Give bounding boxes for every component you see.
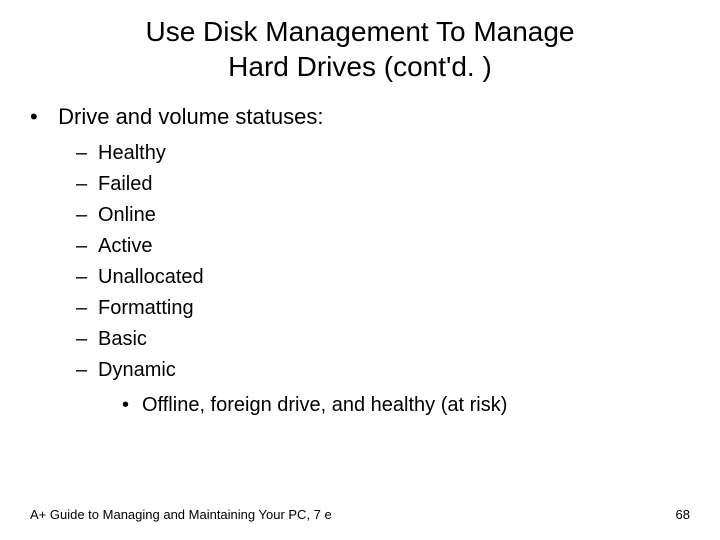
list-item-label: Unallocated (98, 266, 204, 288)
bullet-list-level2: Healthy Failed Online Active Unallocated… (30, 138, 690, 421)
title-line-1: Use Disk Management To Manage (145, 16, 574, 47)
list-item-label: Active (98, 235, 152, 257)
list-item: Healthy (76, 138, 690, 169)
list-item: Active (76, 231, 690, 262)
footer-left: A+ Guide to Managing and Maintaining You… (30, 507, 332, 522)
list-item: Unallocated (76, 262, 690, 293)
slide-title: Use Disk Management To Manage Hard Drive… (0, 0, 720, 84)
list-item-label: Formatting (98, 297, 194, 319)
bullet-item: Drive and volume statuses: Healthy Faile… (30, 104, 690, 421)
page-number: 68 (676, 507, 690, 522)
list-item-label: Healthy (98, 142, 166, 164)
slide: Use Disk Management To Manage Hard Drive… (0, 0, 720, 540)
list-item: Failed (76, 169, 690, 200)
list-item: Formatting (76, 293, 690, 324)
list-item-label: Dynamic (98, 359, 176, 381)
list-item: Dynamic Offline, foreign drive, and heal… (76, 355, 690, 421)
slide-body: Drive and volume statuses: Healthy Faile… (0, 84, 720, 421)
list-item-label: Offline, foreign drive, and healthy (at … (142, 394, 507, 416)
list-item-label: Basic (98, 328, 147, 350)
list-item-label: Failed (98, 173, 152, 195)
title-line-2: Hard Drives (cont'd. ) (228, 51, 492, 82)
bullet-list-level1: Drive and volume statuses: Healthy Faile… (30, 104, 690, 421)
bullet-text: Drive and volume statuses: (58, 104, 323, 129)
list-item: Online (76, 200, 690, 231)
list-item: Offline, foreign drive, and healthy (at … (122, 390, 690, 421)
list-item-label: Online (98, 204, 156, 226)
list-item: Basic (76, 324, 690, 355)
bullet-list-level3: Offline, foreign drive, and healthy (at … (76, 390, 690, 421)
